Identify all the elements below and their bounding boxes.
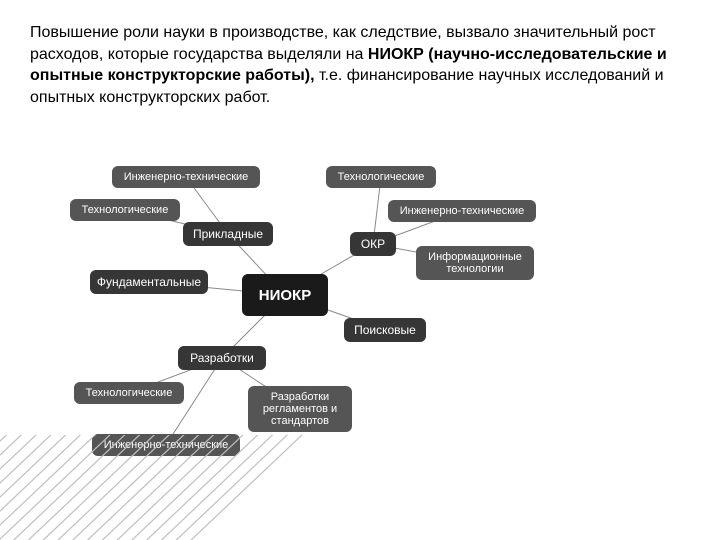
- node-it2: Инженерно-технические: [388, 200, 536, 222]
- node-regl: Разработки регламентов и стандартов: [248, 386, 352, 432]
- node-okr: ОКР: [350, 232, 396, 256]
- node-info: Информационные технологии: [416, 246, 534, 280]
- node-center: НИОКР: [242, 274, 328, 316]
- node-tech3: Технологические: [74, 382, 184, 404]
- corner-hatch: [0, 435, 320, 540]
- node-poisk: Поисковые: [344, 318, 426, 342]
- node-fund: Фундаментальные: [90, 270, 208, 294]
- intro-paragraph: Повышение роли науки в производстве, как…: [30, 22, 670, 108]
- node-tech2: Технологические: [326, 166, 436, 188]
- node-razr: Разработки: [178, 346, 266, 370]
- node-it1: Инженерно-технические: [112, 166, 260, 188]
- node-prikl: Прикладные: [183, 222, 273, 246]
- node-tech1: Технологические: [70, 199, 180, 221]
